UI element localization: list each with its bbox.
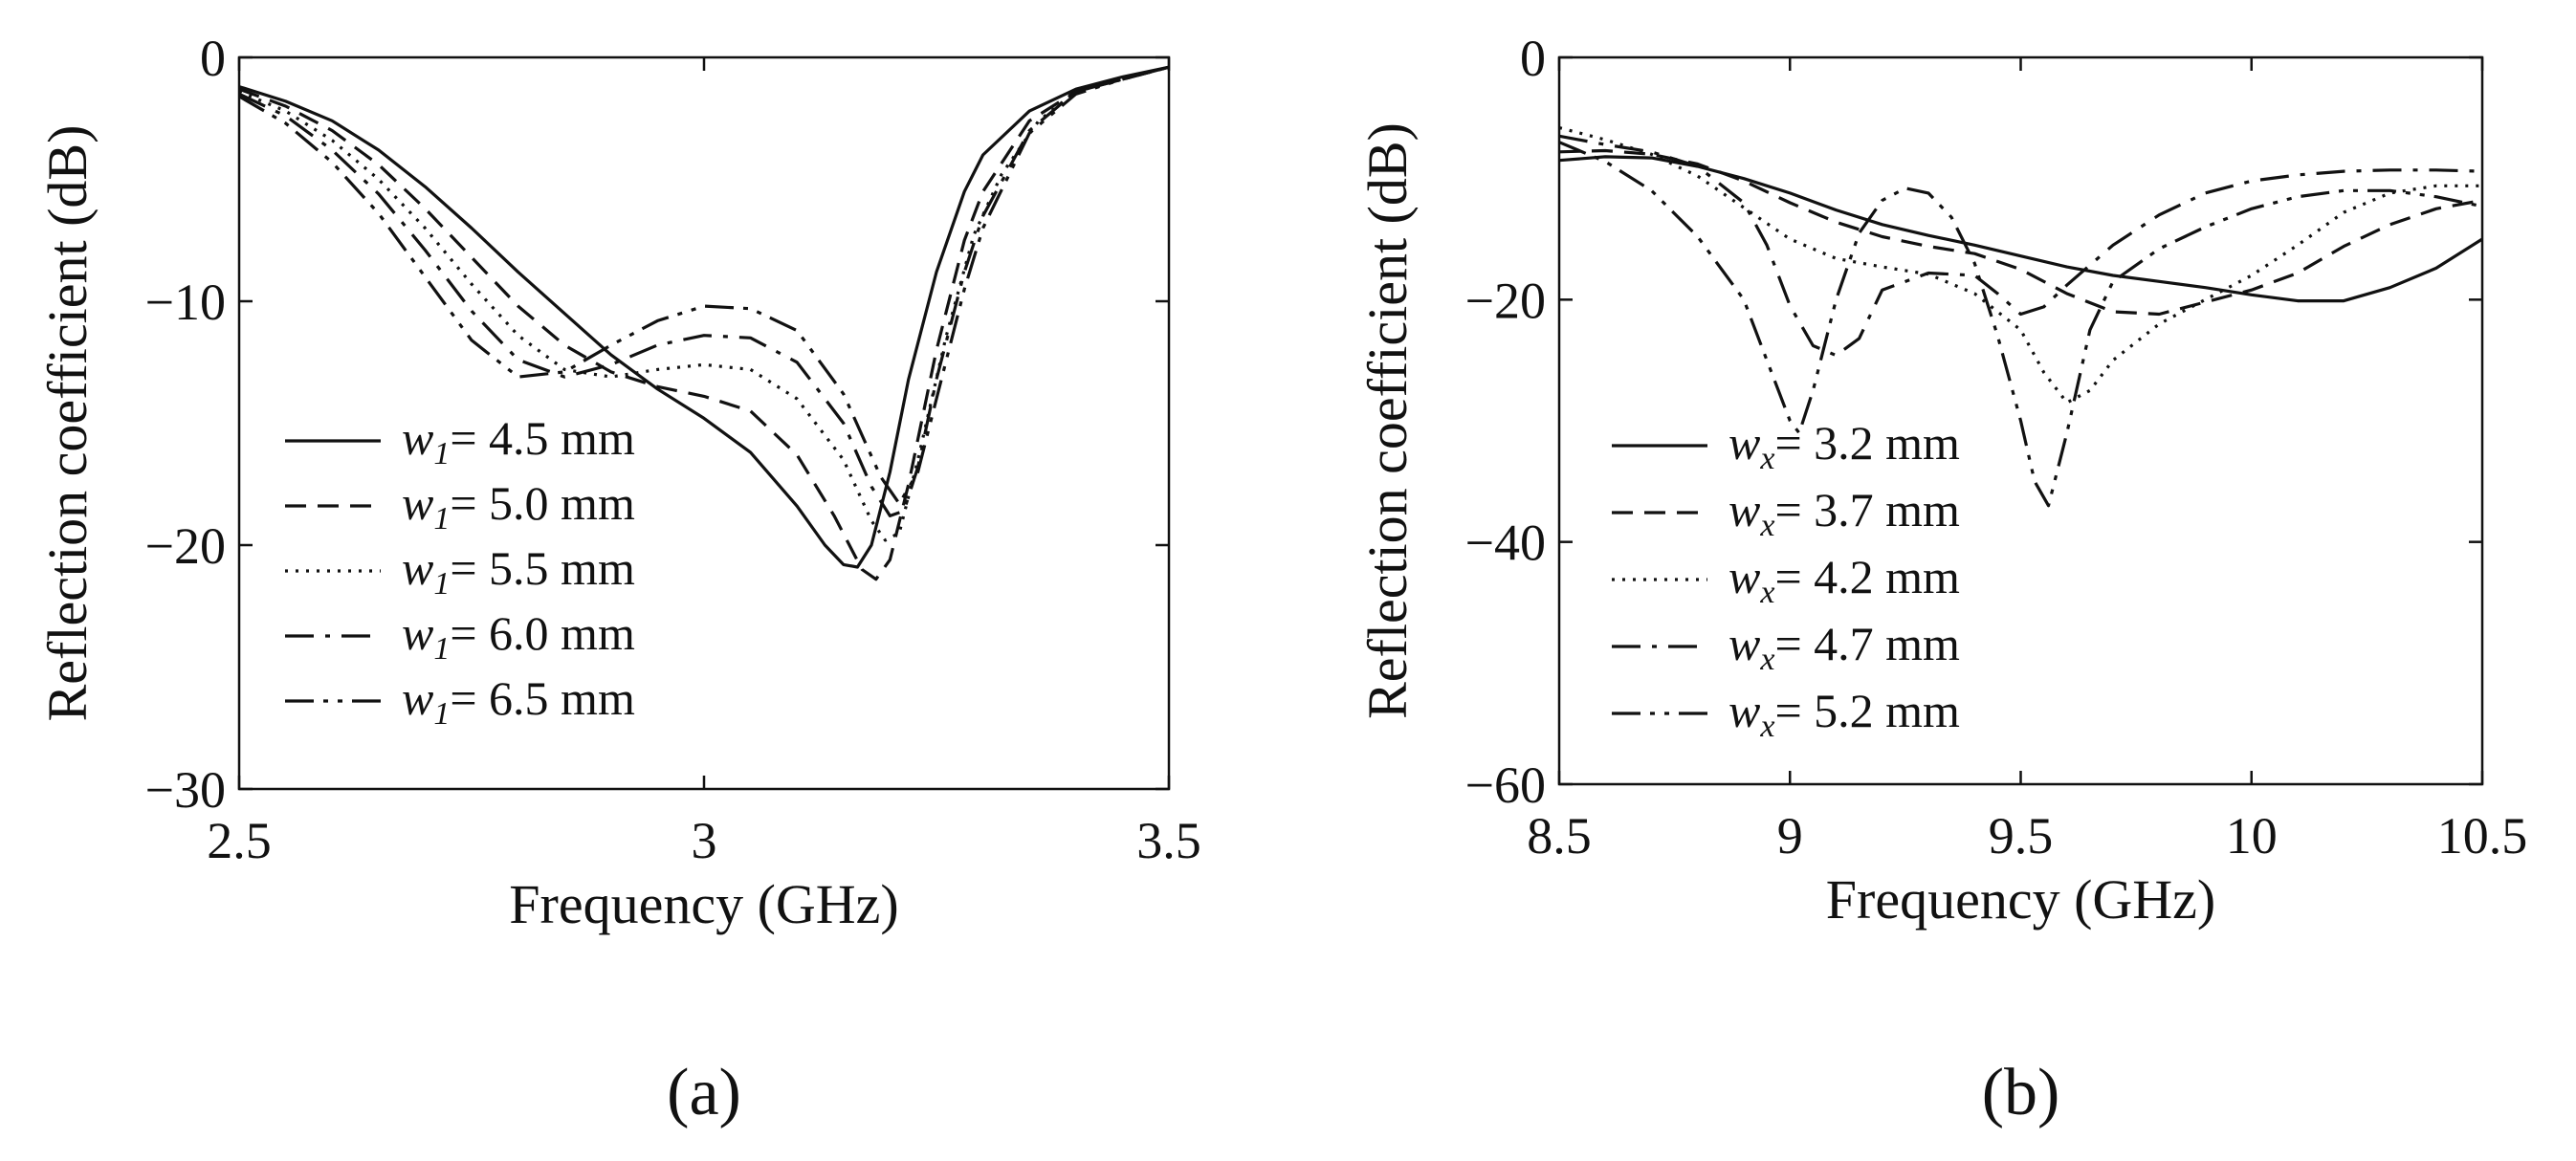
legend-subscript: 1 (433, 566, 450, 602)
series-line-2 (1559, 148, 2482, 317)
series-line-5 (239, 65, 1169, 506)
y-tick-label: −40 (1465, 515, 1546, 572)
panel-label: (a) (667, 1056, 741, 1129)
legend-symbol: w (402, 476, 433, 530)
legend-symbol: w (1728, 483, 1760, 537)
legend-symbol: w (1728, 684, 1760, 737)
legend-entry-2: wx= 3.7 mm (1728, 483, 1960, 543)
legend-subscript: x (1759, 642, 1774, 677)
legend-entry-1: wx= 3.2 mm (1728, 416, 1960, 476)
chart-panel-b: 8.5 9 9.5 10 10.5 0 −20 −40 −60 Frequency (GHz) Re… (1356, 30, 2527, 1129)
x-tick-label: 10.5 (2437, 807, 2528, 865)
x-tick-label: 3 (692, 812, 717, 869)
x-tick-label: 8.5 (1527, 807, 1592, 865)
legend-value: = 5.0 mm (450, 476, 635, 530)
legend-entry-3: w1= 5.5 mm (402, 541, 635, 602)
legend-entry-3: wx= 4.2 mm (1728, 550, 1960, 610)
y-axis-label: Reflection coefficient (dB) (1356, 122, 1419, 719)
y-tick-label: −30 (145, 761, 226, 819)
legend-value: = 4.7 mm (1774, 617, 1960, 670)
legend-symbol: w (402, 541, 433, 595)
legend-symbol: w (1728, 416, 1760, 470)
legend-value: = 6.5 mm (450, 671, 635, 725)
y-tick-label: 0 (200, 30, 226, 87)
y-tick-label: 0 (1520, 30, 1546, 87)
legend-entry-5: w1= 6.5 mm (402, 671, 635, 732)
series-line-1 (1559, 155, 2482, 303)
y-tick-label: −60 (1465, 756, 1546, 814)
y-tick-label: −20 (145, 517, 226, 575)
legend-value: = 4.5 mm (450, 411, 635, 465)
y-tick-label: −10 (145, 274, 226, 331)
series-line-2 (239, 65, 1169, 581)
x-tick-label: 9.5 (1989, 807, 2054, 865)
x-tick-label: 3.5 (1136, 812, 1201, 869)
legend-subscript: 1 (433, 631, 450, 667)
series-line-3 (1559, 125, 2482, 405)
legend-value: = 3.7 mm (1774, 483, 1960, 537)
legend-entry-4: w1= 6.0 mm (402, 606, 635, 667)
legend-subscript: x (1759, 441, 1774, 476)
legend-entry-2: w1= 5.0 mm (402, 476, 635, 537)
legend-symbol: w (402, 671, 433, 725)
series-line-5 (1559, 141, 2482, 508)
legend-subscript: x (1759, 508, 1774, 543)
legend-subscript: x (1759, 709, 1774, 744)
panel-label: (b) (1982, 1056, 2060, 1129)
legend-symbol: w (402, 606, 433, 660)
legend-value: = 3.2 mm (1774, 416, 1960, 470)
legend-symbol: w (402, 411, 433, 465)
legend-value: = 5.5 mm (450, 541, 635, 595)
series-line-1 (239, 65, 1169, 569)
legend-subscript: 1 (433, 696, 450, 732)
legend-symbol: w (1728, 617, 1760, 670)
x-tick-label: 9 (1777, 807, 1803, 865)
legend-entry-4: wx= 4.7 mm (1728, 617, 1960, 677)
series-line-4 (1559, 134, 2482, 358)
plot-frame (237, 55, 1171, 791)
chart-panel-a: 2.5 3 3.5 0 −10 −20 −30 Frequency (GHz) Reflecti… (36, 30, 1201, 1129)
y-tick-label: −20 (1465, 272, 1546, 329)
x-tick-label: 10 (2226, 807, 2278, 865)
x-tick-label: 2.5 (207, 812, 272, 869)
legend-subscript: 1 (433, 501, 450, 537)
legend-entry-1: w1= 4.5 mm (402, 411, 635, 471)
legend-value: = 4.2 mm (1774, 550, 1960, 603)
series-group (1559, 125, 2482, 508)
series-line-4 (239, 65, 1169, 517)
x-axis-label: Frequency (GHz) (509, 873, 898, 935)
legend-symbol: w (1728, 550, 1760, 603)
legend-entry-5: wx= 5.2 mm (1728, 684, 1960, 744)
legend-subscript: x (1759, 575, 1774, 610)
legend-subscript: 1 (433, 436, 450, 471)
y-axis-label: Reflection coefficient (dB) (36, 125, 99, 722)
series-group (239, 65, 1169, 581)
x-axis-label: Frequency (GHz) (1826, 868, 2215, 931)
legend-value: = 5.2 mm (1774, 684, 1960, 737)
legend-value: = 6.0 mm (450, 606, 635, 660)
series-line-3 (239, 65, 1169, 542)
